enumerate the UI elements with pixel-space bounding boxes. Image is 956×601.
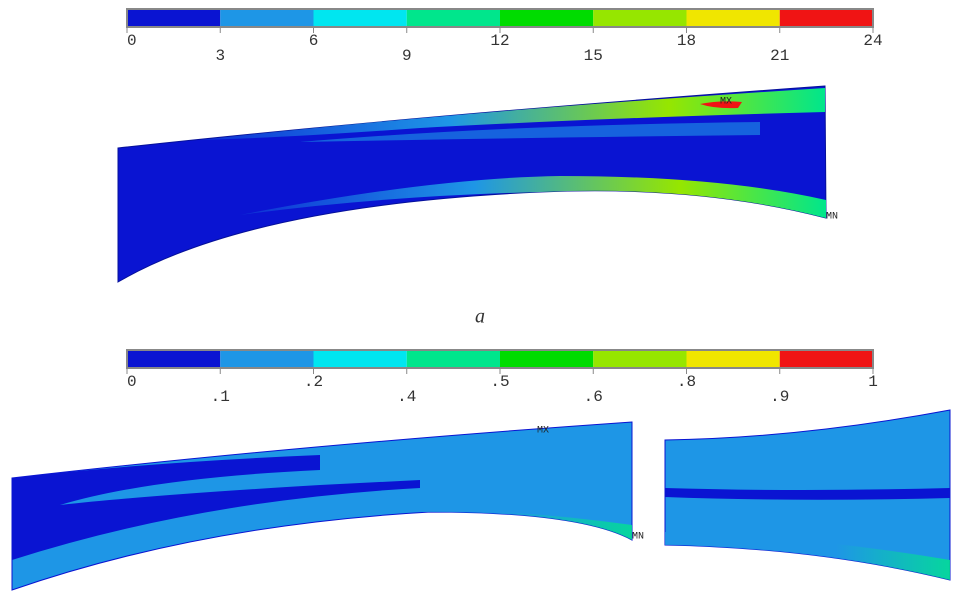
legend-tick-label: 9 (402, 47, 412, 65)
legend-tick-label: .1 (211, 388, 230, 406)
legend-tick-label: 0 (127, 32, 137, 50)
legend-band (313, 9, 407, 27)
legend-band (779, 350, 873, 368)
legend-band (127, 9, 221, 27)
lower-band (665, 532, 950, 580)
legend-tick-label: 12 (490, 32, 509, 50)
min-label: MN (632, 532, 644, 543)
legend-tick-label: 6 (309, 32, 319, 50)
contour-plot-b-left: MX MN (11, 421, 644, 591)
legend-band (779, 9, 873, 27)
legend-b: 0 .1 .2 .4 .5 .6 .8 .9 1 (126, 349, 878, 406)
caption: a (475, 306, 485, 328)
legend-band (406, 9, 500, 27)
legend-tick-label: 24 (863, 32, 882, 50)
legend-tick-label: .2 (304, 373, 323, 391)
max-label: MX (720, 97, 732, 108)
contour-plot-a: MX MN (117, 85, 838, 283)
legend-tick-label: .9 (770, 388, 789, 406)
legend-band (686, 9, 780, 27)
legend-band (500, 350, 594, 368)
legend-tick-label: .6 (584, 388, 603, 406)
legend-band (313, 350, 407, 368)
inner-light (300, 122, 760, 142)
legend-band (593, 350, 687, 368)
legend-band (406, 350, 500, 368)
legend-tick-label: .5 (490, 373, 509, 391)
legend-tick-label: 0 (127, 373, 137, 391)
legend-band (220, 350, 314, 368)
legend-tick-label: .4 (397, 388, 416, 406)
dark-core (12, 455, 420, 560)
legend-band (593, 9, 687, 27)
upper-red (700, 101, 742, 109)
legend-tick-label: 18 (677, 32, 696, 50)
upper-band (200, 88, 825, 140)
legend-tick-label: .8 (677, 373, 696, 391)
min-label: MN (826, 212, 838, 223)
contour-plot-b-right (664, 409, 951, 581)
legend-band (500, 9, 594, 27)
legend-tick-label: 3 (215, 47, 225, 65)
legend-band (127, 350, 221, 368)
legend-tick-label: 1 (868, 373, 878, 391)
max-label: MX (537, 426, 549, 437)
lower-band (240, 176, 826, 218)
legend-tick-label: 21 (770, 47, 789, 65)
lower-band (300, 509, 632, 540)
legend-a: 0 3 6 9 12 15 18 21 24 (126, 8, 883, 65)
legend-band (220, 9, 314, 27)
legend-band (686, 350, 780, 368)
legend-tick-label: 15 (584, 47, 603, 65)
dark-core (665, 488, 950, 500)
